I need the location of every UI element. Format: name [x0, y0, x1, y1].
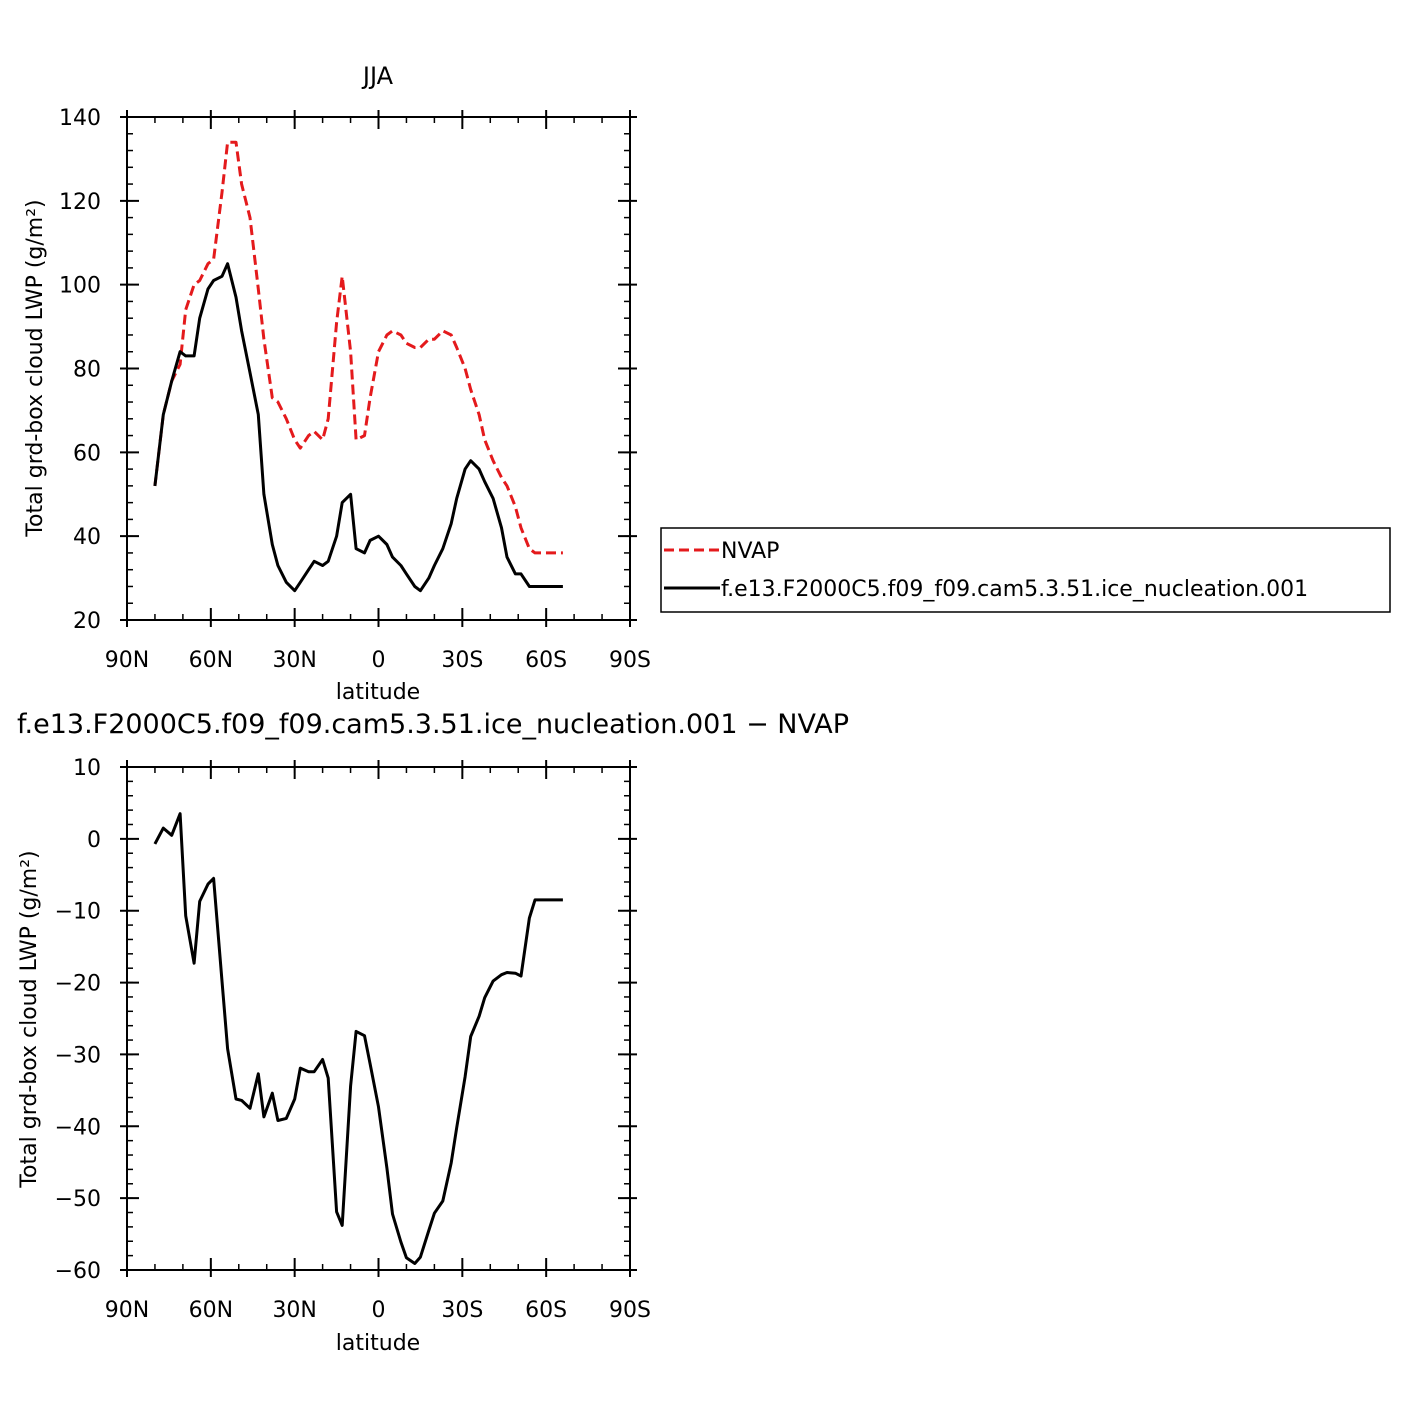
bottom-x-tick-label: 30N [272, 1298, 316, 1323]
top-plot-area: 90N 60N 30N 0 30S 60S 90S 20 40 60 80 100 120 140 [59, 106, 651, 673]
legend-model-label: f.e13.F2000C5.f09_f09.cam5.3.51.ice_nucl… [721, 577, 1308, 602]
top-y-axis-label: Total grd-box cloud LWP (g/m²) [23, 199, 48, 537]
bottom-y-tick-label: 0 [87, 828, 101, 853]
legend: NVAP f.e13.F2000C5.f09_f09.cam5.3.51.ice… [660, 527, 1391, 613]
bottom-plot-frame [126, 766, 631, 1271]
bottom-x-tick-label: 30S [441, 1298, 483, 1323]
top-panel-title: JJA [361, 62, 394, 90]
bottom-y-tick-label: −20 [55, 972, 101, 997]
bottom-x-axis-label: latitude [336, 1331, 420, 1356]
top-x-tick-label: 60N [189, 648, 233, 673]
top-y-tick-label: 40 [73, 525, 101, 550]
top-y-tick-label: 100 [59, 274, 101, 299]
bottom-y-tick-label: −60 [55, 1259, 101, 1284]
bottom-x-tick-label: 60S [525, 1298, 567, 1323]
top-panel: JJA 90N 60N 30N 0 30S 60S 90S 20 40 60 80 100 120 140… [23, 62, 651, 705]
bottom-x-tick-label: 90S [609, 1298, 651, 1323]
bottom-x-tick-label: 90N [105, 1298, 149, 1323]
bottom-y-tick-label: −10 [55, 900, 101, 925]
top-y-tick-label: 80 [73, 358, 101, 383]
bottom-series-difference-line [153, 812, 563, 1265]
bottom-y-tick-label: −40 [55, 1115, 101, 1140]
bottom-x-tick-label: 0 [372, 1298, 386, 1323]
top-series-model-line [153, 262, 563, 593]
bottom-y-tick-label: −30 [55, 1043, 101, 1068]
legend-box [660, 527, 1391, 613]
top-x-tick-label: 60S [525, 648, 567, 673]
bottom-panel: f.e13.F2000C5.f09_f09.cam5.3.51.ice_nucl… [17, 709, 849, 1356]
top-x-tick-label: 90S [609, 648, 651, 673]
top-series-nvap-line [153, 140, 563, 555]
top-y-tick-label: 140 [59, 106, 101, 131]
top-plot-frame [126, 116, 631, 621]
bottom-panel-title: f.e13.F2000C5.f09_f09.cam5.3.51.ice_nucl… [17, 709, 849, 740]
top-x-tick-label: 30N [272, 648, 316, 673]
top-x-tick-label: 0 [372, 648, 386, 673]
top-y-tick-label: 120 [59, 190, 101, 215]
bottom-y-tick-label: 10 [73, 756, 101, 781]
bottom-plot-area: 90N 60N 30N 0 30S 60S 90S −60 −50 −40 −30 −20 −10 0 10 [55, 756, 651, 1323]
top-x-axis-label: latitude [336, 680, 420, 705]
legend-nvap-label: NVAP [721, 539, 779, 564]
top-y-tick-label: 20 [73, 609, 101, 634]
bottom-x-tick-label: 60N [189, 1298, 233, 1323]
bottom-y-axis-label: Total grd-box cloud LWP (g/m²) [17, 850, 42, 1188]
top-x-tick-label: 30S [441, 648, 483, 673]
top-x-tick-label: 90N [105, 648, 149, 673]
bottom-y-tick-label: −50 [55, 1187, 101, 1212]
top-y-tick-label: 60 [73, 441, 101, 466]
